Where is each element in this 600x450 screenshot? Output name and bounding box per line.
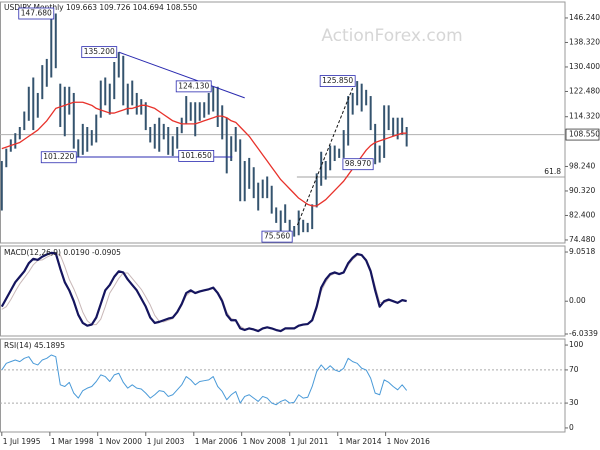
x-tick-label: 1 Mar 2006 (195, 437, 238, 446)
annotation-box (178, 150, 215, 162)
trend-line (118, 51, 245, 99)
annotation-box (18, 7, 55, 20)
x-tick-label: 1 Mar 1998 (51, 437, 94, 446)
annotation-box (175, 80, 212, 93)
fib-label: 61.8 (544, 167, 561, 176)
y-tick-label: 146.240 (569, 13, 600, 22)
watermark: ActionForex.com (321, 26, 462, 46)
macd-line (0, 251, 407, 333)
last-price-box (565, 128, 600, 141)
x-tick-label: 1 Mar 2014 (339, 437, 382, 446)
annotation-label: 75.560 (264, 232, 290, 241)
rsi-line (1, 354, 408, 406)
x-tick-label: 1 Nov 2008 (243, 437, 286, 446)
annotation-box (319, 75, 356, 87)
last-price-label: 108.550 (569, 130, 600, 139)
y-tick-label: 130.400 (569, 62, 600, 71)
y-tick-label: 9.0518 (569, 247, 595, 256)
y-tick-label: 114.320 (569, 112, 600, 121)
ma-line (1, 101, 407, 207)
y-tick-label: 100 (569, 340, 584, 349)
y-tick-label: 0 (569, 423, 574, 432)
x-tick-label: 1 Nov 2000 (99, 437, 142, 446)
annotation-label: 147.680 (21, 9, 52, 18)
chart-title: USDJPY,Monthly 109.663 109.726 104.694 1… (4, 3, 197, 12)
y-tick-label: 98.240 (569, 161, 595, 170)
annotation-label: 98.970 (345, 159, 371, 168)
panel-frame (0, 1, 566, 244)
y-tick-label: 90.320 (569, 186, 595, 195)
x-tick-label: 1 Nov 2016 (387, 437, 430, 446)
panel-title: RSI(14) 45.1895 (4, 341, 65, 350)
annotation-label: 101.220 (43, 152, 74, 161)
panel-title: MACD(12,26,9) 0.0190 -0.0905 (4, 248, 121, 257)
annotation-label: 135.200 (84, 47, 115, 56)
x-tick-label: 1 Jul 1995 (3, 437, 41, 446)
y-tick-label: -6.0339 (569, 329, 598, 338)
annotation-label: 101.650 (181, 151, 212, 160)
panel-frame (0, 338, 566, 433)
y-tick-label: 30 (569, 398, 579, 407)
y-tick-label: 74.480 (569, 235, 595, 244)
annotation-box (81, 46, 118, 59)
x-tick-label: 1 Jul 2011 (291, 437, 329, 446)
y-tick-label: 82.400 (569, 210, 595, 219)
panel-frame (0, 245, 566, 337)
x-tick-label: 1 Jul 2003 (147, 437, 185, 446)
y-tick-label: 138.320 (569, 37, 600, 46)
y-tick-label: 122.480 (569, 86, 600, 95)
annotation-label: 124.130 (178, 81, 209, 90)
annotation-box (40, 151, 77, 164)
annotation-box (342, 158, 374, 171)
y-tick-label: 0.00 (569, 296, 586, 305)
y-tick-label: 70 (569, 365, 579, 374)
annotation-box (261, 230, 293, 243)
annotation-label: 125.850 (322, 76, 353, 85)
